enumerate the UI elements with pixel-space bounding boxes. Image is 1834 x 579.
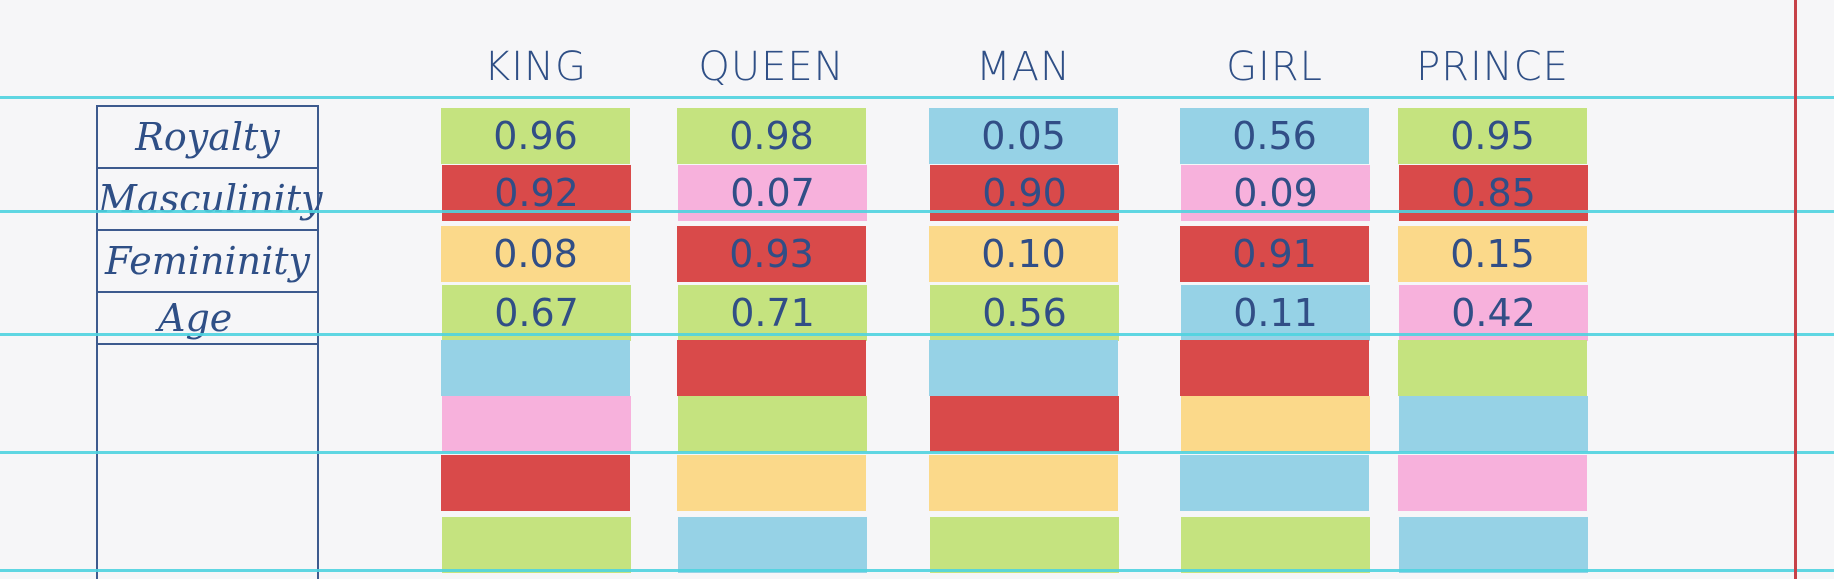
feature-label-table: Royalty Masculinity Femininity Age xyxy=(96,105,323,579)
vector-blank-cell xyxy=(929,340,1118,396)
vector-value-cell: 0.05 xyxy=(929,108,1118,164)
rule-line xyxy=(0,96,1834,99)
vector-blank-cell xyxy=(1181,396,1370,452)
vector-blank-cell xyxy=(1180,340,1369,396)
rule-line xyxy=(0,210,1834,213)
feature-label-age: Age xyxy=(98,293,317,345)
vector-value-cell: 0.95 xyxy=(1398,108,1587,164)
vector-blank-cell xyxy=(677,340,866,396)
vector-blank-cell xyxy=(677,455,866,511)
vector-value-cell: 0.56 xyxy=(930,285,1119,341)
word-heading-girl: GIRL xyxy=(1226,44,1323,90)
vector-value-cell: 0.56 xyxy=(1180,108,1369,164)
vector-value-cell: 0.98 xyxy=(677,108,866,164)
vector-blank-cell xyxy=(929,455,1118,511)
vector-blank-cell xyxy=(678,517,867,573)
vector-value-cell: 0.15 xyxy=(1398,226,1587,282)
vector-value-cell: 0.42 xyxy=(1399,285,1588,341)
word-heading-man: MAN xyxy=(976,44,1071,90)
vector-value-cell: 0.10 xyxy=(929,226,1118,282)
vector-blank-cell xyxy=(930,396,1119,452)
rule-line xyxy=(0,333,1834,336)
vector-blank-cell xyxy=(442,396,631,452)
vector-blank-cell xyxy=(1398,340,1587,396)
vector-value-cell: 0.91 xyxy=(1180,226,1369,282)
vector-blank-cell xyxy=(678,396,867,452)
word-heading-queen: QUEEN xyxy=(698,44,845,90)
feature-label-masculinity: Masculinity xyxy=(98,169,323,231)
vector-value-cell: 0.67 xyxy=(442,285,631,341)
vector-blank-cell xyxy=(1181,517,1370,573)
vector-blank-cell xyxy=(1180,455,1369,511)
vector-value-cell: 0.93 xyxy=(677,226,866,282)
vector-value-cell: 0.71 xyxy=(678,285,867,341)
vector-blank-cell xyxy=(1399,517,1588,573)
vector-blank-cell xyxy=(930,517,1119,573)
rule-line xyxy=(0,569,1834,572)
vector-value-cell: 0.08 xyxy=(441,226,630,282)
word-heading-prince: PRINCE xyxy=(1416,44,1569,90)
vector-value-cell: 0.11 xyxy=(1181,285,1370,341)
vector-blank-cell xyxy=(441,455,630,511)
vector-blank-cell xyxy=(442,517,631,573)
rule-line xyxy=(0,451,1834,454)
vector-blank-cell xyxy=(441,340,630,396)
feature-label-femininity: Femininity xyxy=(98,231,317,293)
vector-value-cell: 0.96 xyxy=(441,108,630,164)
word-heading-king: KING xyxy=(484,44,587,90)
vector-blank-cell xyxy=(1399,396,1588,452)
feature-label-royalty: Royalty xyxy=(98,107,317,169)
margin-line xyxy=(1794,0,1797,579)
vector-blank-cell xyxy=(1398,455,1587,511)
